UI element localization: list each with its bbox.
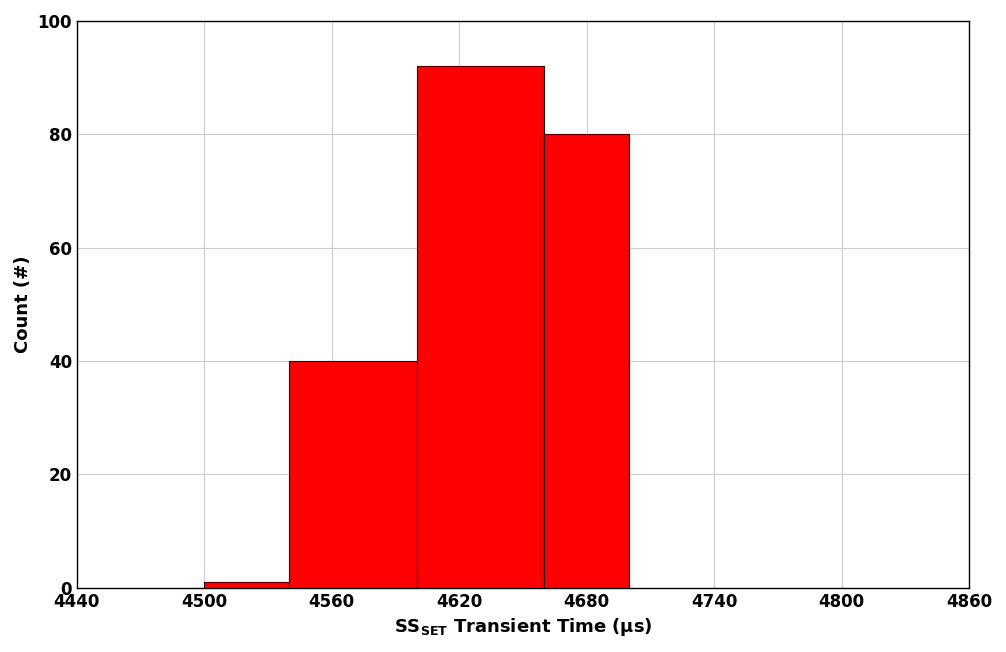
Bar (544, 134, 629, 587)
Bar (290, 361, 416, 587)
Bar (416, 67, 544, 587)
Y-axis label: Count (#): Count (#) (14, 256, 32, 353)
Bar (204, 582, 290, 587)
X-axis label: $\mathregular{SS_{SET}}$ Transient Time ($\mathregular{\mu}$s): $\mathregular{SS_{SET}}$ Transient Time … (393, 616, 652, 638)
